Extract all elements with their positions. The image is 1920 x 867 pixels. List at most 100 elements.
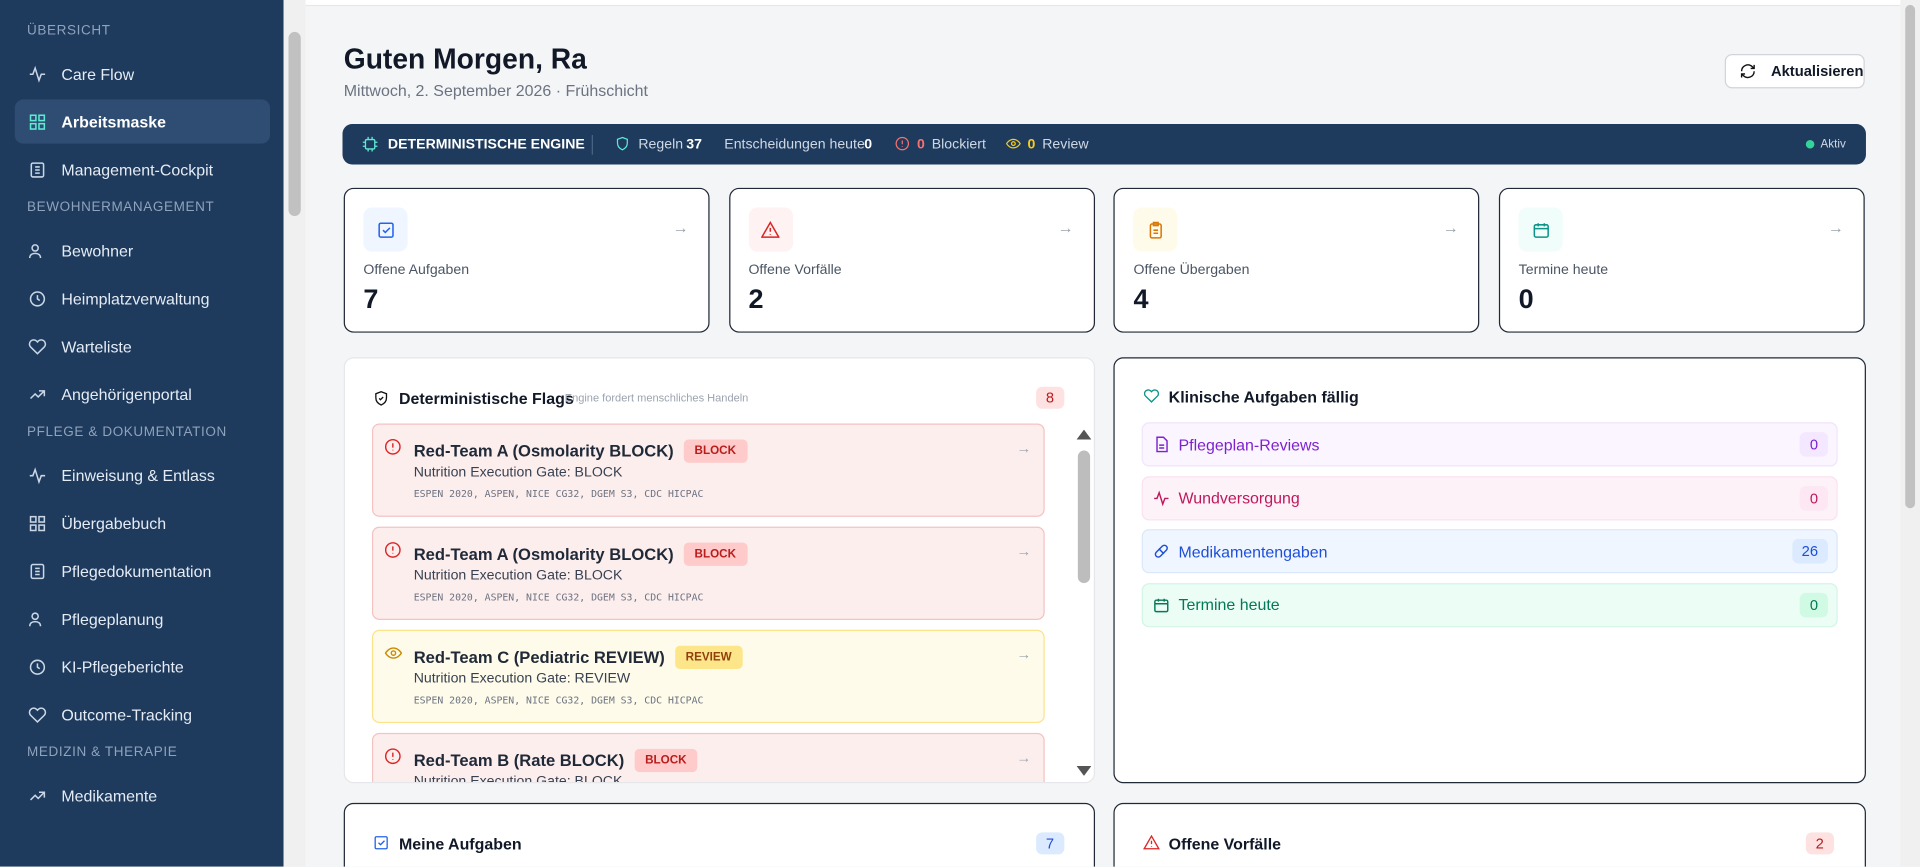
flag-badge: REVIEW [674, 645, 743, 670]
row-icon [1153, 489, 1170, 506]
icon [1154, 544, 1168, 558]
refresh-button[interactable]: Aktualisieren [1724, 54, 1865, 89]
icon [30, 563, 45, 579]
icon [761, 220, 780, 238]
section-label: PFLEGE & DOKUMENTATION [27, 424, 227, 440]
stat-icon [1518, 207, 1563, 252]
count-badge: 8 [1036, 386, 1064, 409]
icon [377, 221, 394, 238]
stat-label: Offene Übergaben [1133, 262, 1250, 278]
icon [29, 65, 46, 83]
icon [28, 338, 47, 355]
arrow: → [1057, 218, 1074, 237]
flag-item[interactable]: Red-Team A (Osmolarity BLOCK) BLOCK Nutrit… [371, 423, 1045, 517]
scroll-up[interactable] [1076, 429, 1092, 440]
icon [29, 611, 42, 626]
nav-label: Outcome-Tracking [61, 705, 193, 724]
decisions-label: Entscheidungen heute [724, 137, 865, 153]
stat-icon [748, 207, 793, 252]
stat-card[interactable]: → Offene Aufgaben 7 [343, 187, 710, 333]
eye-icon [384, 647, 403, 659]
nav-item[interactable]: Angehörigenportal [15, 372, 270, 416]
arrow: → [1016, 542, 1032, 560]
blocked-value: 0 [917, 137, 925, 153]
flag-badge: BLOCK [683, 439, 748, 463]
nav-item[interactable]: Heimplatzverwaltung [15, 276, 270, 320]
clinical-row[interactable]: Wundversorgung 0 [1141, 475, 1838, 520]
clinical-row[interactable]: Medikamentengaben 26 [1141, 529, 1838, 574]
nav-item[interactable]: Warteliste [15, 324, 270, 368]
main-scrollbar [1900, 0, 1920, 867]
nav-item[interactable]: Medikamente [15, 773, 270, 817]
nav-item[interactable]: Arbeitsmaske [14, 99, 271, 144]
row-icon [1153, 436, 1170, 453]
flag-item[interactable]: Red-Team B (Rate BLOCK) BLOCK Nutrition Ex… [371, 732, 1045, 782]
divider [591, 135, 593, 155]
nav-item[interactable]: Pflegeplanung [15, 597, 270, 641]
row-count: 26 [1791, 538, 1828, 564]
stat-value: 0 [1518, 283, 1534, 315]
clinical-row[interactable]: Termine heute 0 [1141, 582, 1838, 627]
scroll-thumb [288, 31, 301, 217]
nav-item[interactable]: Outcome-Tracking [15, 692, 270, 736]
nav-item[interactable]: KI-Pflegeberichte [15, 644, 270, 688]
arrow: → [1016, 748, 1032, 767]
row-label: Pflegeplan-Reviews [1178, 435, 1320, 454]
flag-title: Red-Team A (Osmolarity BLOCK) BLOCK [413, 439, 748, 463]
top-edge [305, 0, 1901, 7]
alert-icon [895, 136, 910, 151]
stat-label: Offene Aufgaben [363, 262, 470, 278]
greeting: Guten Morgen, Ra [343, 42, 587, 75]
flag-item[interactable]: Red-Team C (Pediatric REVIEW) REVIEW Nutri… [371, 629, 1045, 724]
stat-card[interactable]: → Offene Übergaben 4 [1113, 187, 1480, 333]
clinical-row[interactable]: Pflegeplan-Reviews 0 [1141, 422, 1838, 467]
engine-bar: DETERMINISTISCHE ENGINE Regeln 37 Entsch… [342, 123, 1866, 165]
nav-item[interactable]: Care Flow [15, 52, 270, 96]
nav-item[interactable]: Einweisung & Entlass [15, 453, 270, 497]
arrow: → [672, 218, 689, 237]
row-label: Termine heute [1178, 595, 1280, 614]
stat-label: Offene Vorfälle [748, 262, 842, 278]
refresh-icon [1740, 64, 1755, 79]
flag-name: Red-Team A (Osmolarity BLOCK) [413, 441, 674, 461]
flag-icon [384, 438, 401, 461]
nav-label: Management-Cockpit [61, 160, 214, 179]
nav-label: Pflegedokumentation [61, 561, 212, 581]
button-label: Aktualisieren [1770, 62, 1864, 80]
row-label: Medikamentengaben [1178, 541, 1328, 561]
review-label: Review [1042, 137, 1089, 153]
icon [28, 706, 47, 723]
stat-label: Termine heute [1518, 262, 1609, 278]
clinical-panel: Klinische Aufgaben fällig Pflegeplan-Rev… [1113, 357, 1866, 784]
icon [1154, 598, 1169, 612]
nav-item[interactable]: Übergabebuch [15, 501, 270, 545]
icon [29, 658, 46, 675]
status-dot [1805, 139, 1815, 149]
row-count: 0 [1800, 485, 1828, 511]
flag-name: Red-Team B (Rate BLOCK) [413, 751, 625, 770]
rules-label: Regeln [638, 137, 684, 153]
stat-card[interactable]: → Termine heute 0 [1499, 187, 1865, 333]
stat-value: 7 [363, 283, 379, 315]
row-icon [1153, 543, 1170, 560]
panel-title: Offene Vorfälle [1168, 834, 1282, 854]
nav-item[interactable]: Bewohner [15, 228, 270, 272]
stat-card[interactable]: → Offene Vorfälle 2 [728, 187, 1095, 333]
nav-label: Medikamente [61, 786, 158, 805]
nav-item[interactable]: Pflegedokumentation [15, 549, 270, 593]
flag-badge: BLOCK [634, 748, 698, 773]
nav-item[interactable]: Management-Cockpit [15, 147, 270, 191]
flag-icon [384, 748, 401, 771]
count-badge: 2 [1805, 832, 1834, 855]
icon [1154, 489, 1169, 506]
scroll-down[interactable] [1076, 766, 1092, 776]
panel-title: Deterministische Flags [398, 389, 574, 408]
nav-label: Arbeitsmaske [61, 112, 167, 131]
row-icon [1153, 596, 1170, 613]
alert-icon [384, 748, 401, 765]
flag-subtitle: Nutrition Execution Gate: BLOCK [413, 568, 623, 584]
flag-item[interactable]: Red-Team A (Osmolarity BLOCK) BLOCK Nutrit… [371, 526, 1045, 620]
nav-label: Warteliste [61, 336, 132, 356]
icon [29, 466, 46, 484]
